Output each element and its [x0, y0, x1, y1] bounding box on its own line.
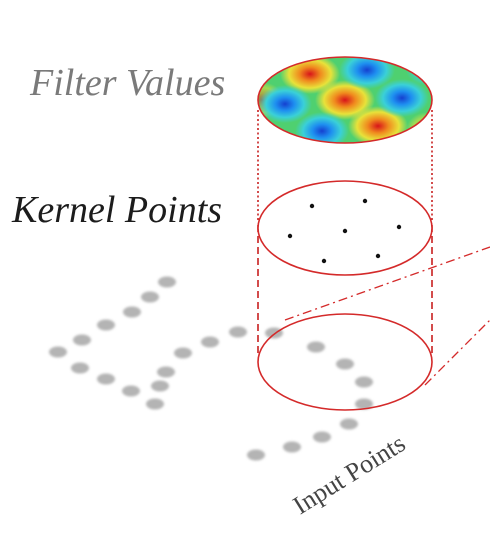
filter-values-disc	[257, 56, 433, 144]
input-point	[71, 362, 89, 374]
input-point	[283, 441, 301, 453]
input-point	[146, 398, 164, 410]
input-points-label: Input Points	[288, 429, 411, 521]
kernel-point	[362, 198, 368, 204]
kernel-point	[321, 258, 327, 264]
input-point	[174, 347, 192, 359]
input-point	[49, 346, 67, 358]
input-point	[247, 449, 265, 461]
input-point	[355, 376, 373, 388]
projection-rays	[284, 246, 490, 386]
input-point	[97, 319, 115, 331]
cylinder-guides	[257, 110, 433, 355]
neighborhood-circle	[257, 313, 433, 411]
input-point	[141, 291, 159, 303]
kernel-point	[342, 228, 348, 234]
input-point	[123, 306, 141, 318]
kernel-point-set	[287, 198, 402, 264]
filter-values-label: Filter Values	[29, 62, 225, 104]
input-point	[313, 431, 331, 443]
input-point	[157, 366, 175, 378]
input-point	[73, 334, 91, 346]
kernel-point	[309, 203, 315, 209]
input-point	[201, 336, 219, 348]
input-point	[355, 398, 373, 410]
input-point	[97, 373, 115, 385]
input-point	[122, 385, 140, 397]
input-point-cloud	[49, 276, 373, 461]
kernel-point	[287, 233, 293, 239]
input-point	[307, 341, 325, 353]
kernel-points-label: Kernel Points	[11, 189, 222, 231]
input-point	[158, 276, 176, 288]
input-point	[336, 358, 354, 370]
kernel-point	[396, 224, 402, 230]
input-point	[151, 380, 169, 392]
kernel-circle	[257, 180, 433, 276]
input-point	[229, 326, 247, 338]
input-point	[340, 418, 358, 430]
kernel-point	[375, 253, 381, 259]
